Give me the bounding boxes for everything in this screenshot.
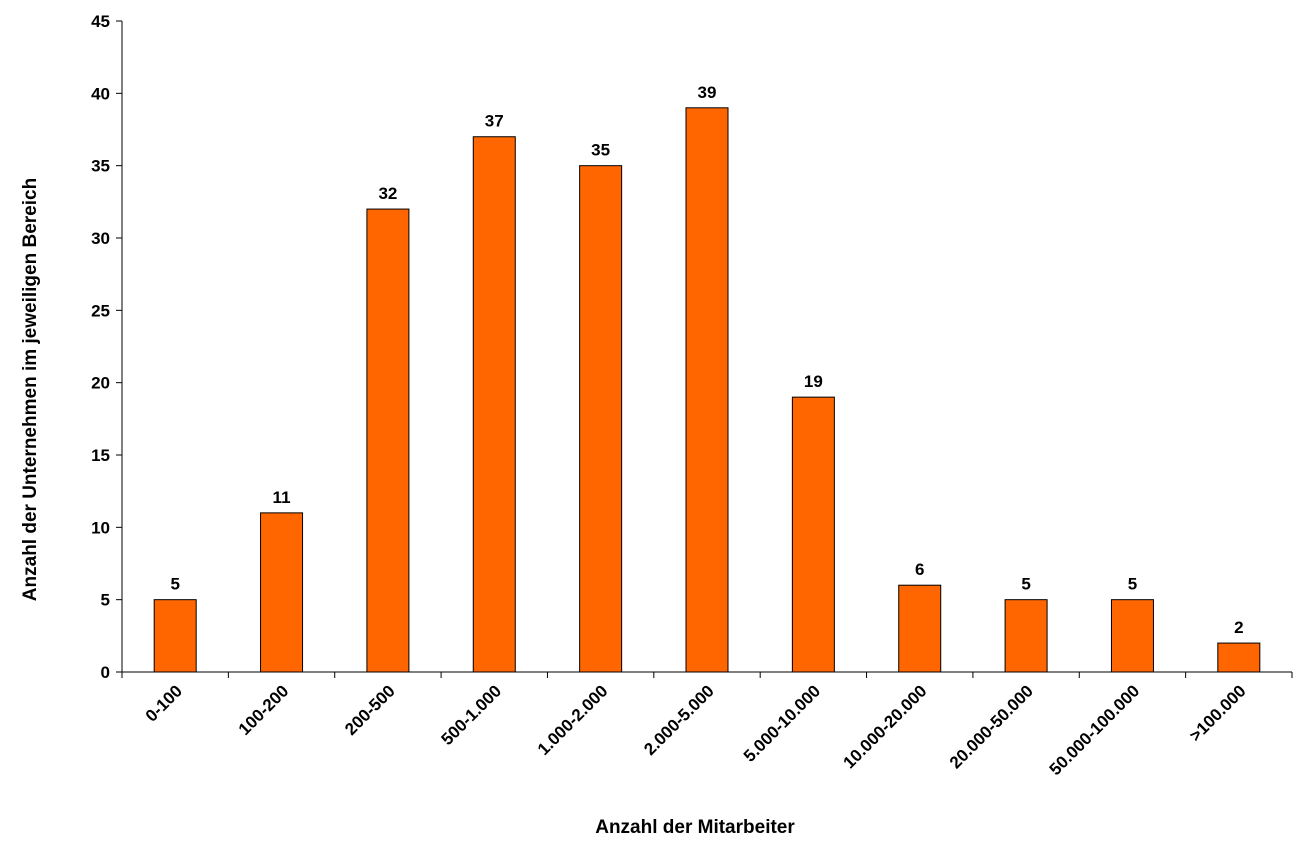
data-label: 19 [804, 372, 823, 391]
data-label: 35 [591, 141, 610, 160]
bar [1110, 599, 1154, 673]
y-tick-label: 20 [91, 374, 110, 393]
data-label: 39 [698, 83, 717, 102]
y-tick-label: 25 [91, 301, 110, 320]
bar [366, 208, 410, 673]
y-tick-label: 5 [101, 591, 110, 610]
x-tick-label: 0-100 [142, 681, 186, 725]
category-labels: 0-100 100-200 200-500 500-1.000 1.000-2.000 2… [142, 681, 1250, 779]
data-label: 32 [378, 184, 397, 203]
x-tick-label: 1.000-2.000 [534, 681, 612, 759]
bar [1004, 599, 1048, 673]
data-label: 5 [1021, 575, 1030, 594]
x-axis-title: Anzahl der Mitarbeiter [595, 817, 795, 838]
y-tick-label: 10 [91, 518, 110, 537]
x-tick-label: 2.000-5.000 [640, 681, 718, 759]
data-label: 5 [170, 575, 179, 594]
data-label: 2 [1234, 618, 1243, 637]
y-tick-label: 35 [91, 157, 110, 176]
y-tick-label: 45 [91, 12, 110, 31]
x-tick-label: 500-1.000 [438, 681, 506, 749]
y-axis: 0 5 10 15 20 25 30 35 40 45 [91, 12, 123, 682]
x-tick-label: 20.000-50.000 [946, 681, 1037, 772]
y-tick-label: 40 [91, 84, 110, 103]
bar [685, 107, 729, 673]
y-axis-title: Anzahl der Unternehmen im jeweiligen Ber… [20, 178, 41, 601]
x-tick-label: 200-500 [341, 681, 399, 739]
data-label: 37 [485, 112, 504, 131]
data-labels: 5 11 32 37 35 39 19 6 5 5 2 [170, 83, 1243, 637]
bar [898, 584, 942, 673]
bar [791, 396, 835, 673]
y-tick-label: 0 [101, 663, 110, 682]
bar [153, 599, 197, 673]
data-label: 6 [915, 560, 924, 579]
bar [579, 165, 623, 673]
bar [1217, 642, 1261, 673]
x-tick-label: 50.000-100.000 [1046, 681, 1144, 779]
data-label: 11 [273, 488, 291, 507]
bars [153, 107, 1261, 673]
y-tick-label: 30 [91, 229, 110, 248]
x-tick-label: 100-200 [235, 681, 293, 739]
x-tick-label: >100.000 [1186, 681, 1250, 745]
bar [260, 512, 304, 673]
x-axis [121, 671, 1293, 678]
x-tick-label: 10.000-20.000 [840, 681, 931, 772]
data-label: 5 [1128, 575, 1137, 594]
x-tick-label: 5.000-10.000 [740, 681, 824, 765]
y-tick-label: 15 [91, 446, 110, 465]
bar [472, 136, 516, 673]
